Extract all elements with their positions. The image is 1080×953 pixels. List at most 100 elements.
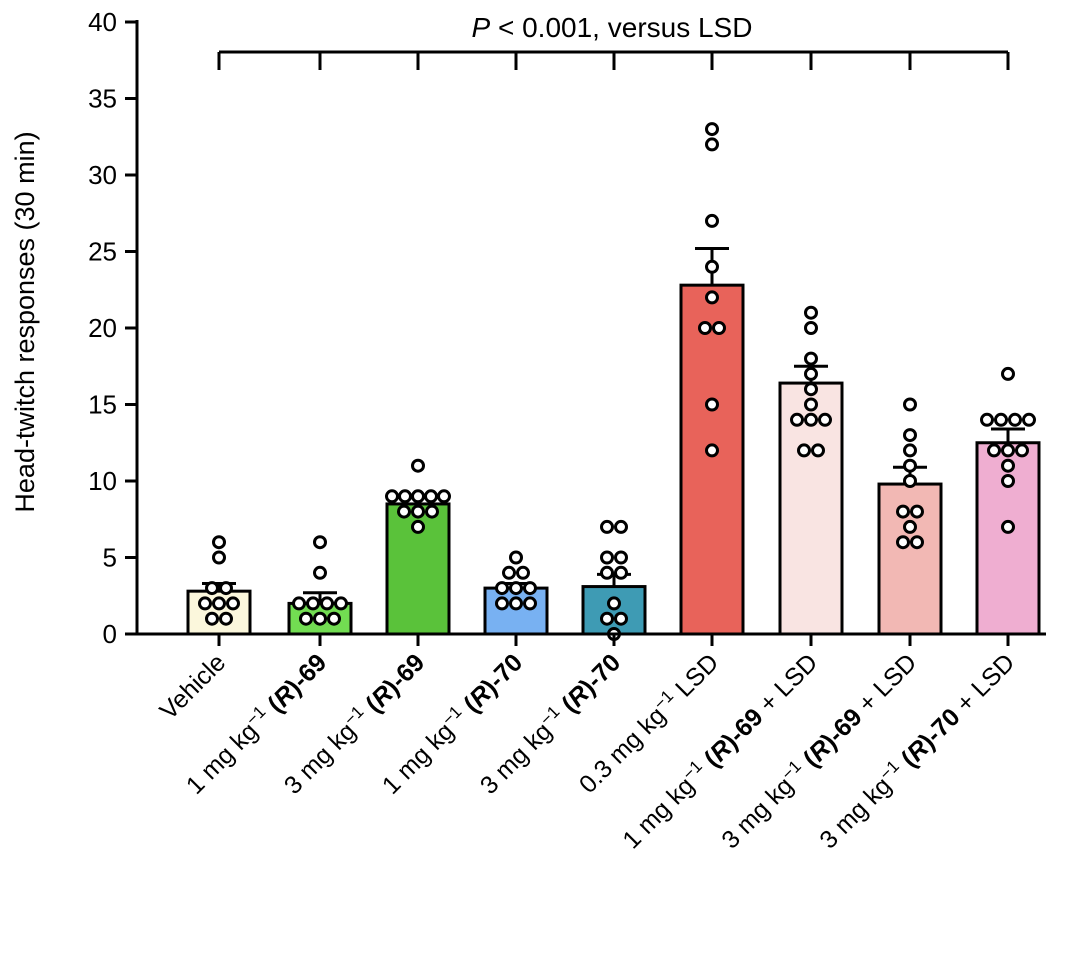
y-axis-title: Head-twitch responses (30 min) xyxy=(10,131,40,512)
data-point-7-4 xyxy=(804,366,818,381)
data-point-2-7 xyxy=(299,611,313,626)
data-point-3-3 xyxy=(398,489,412,504)
data-point-5-1 xyxy=(600,519,614,534)
data-point-4-8 xyxy=(509,596,523,611)
data-point-1-6 xyxy=(212,596,226,611)
data-point-7-8 xyxy=(804,412,818,427)
data-point-7-1 xyxy=(804,305,818,320)
data-point-7-3 xyxy=(804,351,818,366)
data-point-6-3 xyxy=(705,213,719,228)
data-point-9-4 xyxy=(1008,412,1022,427)
data-point-5-9 xyxy=(614,611,628,626)
x-category-label-7: 1 mg kg−1 (R)-69 + LSD xyxy=(616,647,824,855)
data-point-8-2 xyxy=(903,428,917,443)
data-point-5-8 xyxy=(600,611,614,626)
data-point-4-2 xyxy=(502,565,516,580)
data-point-5-6 xyxy=(614,565,628,580)
data-point-1-5 xyxy=(198,596,212,611)
data-point-7-5 xyxy=(804,382,818,397)
bar-8 xyxy=(877,482,943,636)
y-tick-label-15: 15 xyxy=(88,390,117,420)
y-tick-label-5: 5 xyxy=(103,543,117,573)
bar-6 xyxy=(679,283,745,636)
data-point-8-8 xyxy=(903,519,917,534)
data-point-6-7 xyxy=(712,321,726,335)
data-point-3-8 xyxy=(411,504,425,519)
data-point-1-1 xyxy=(212,535,226,550)
data-point-6-1 xyxy=(705,122,719,137)
data-point-2-2 xyxy=(313,565,327,580)
data-point-6-5 xyxy=(705,290,719,305)
data-point-8-3 xyxy=(903,443,917,458)
data-point-3-2 xyxy=(385,489,399,504)
data-point-7-10 xyxy=(797,443,811,458)
data-point-8-10 xyxy=(910,535,924,550)
significance-bracket xyxy=(217,50,1010,70)
data-point-9-5 xyxy=(1022,412,1036,427)
data-point-2-8 xyxy=(313,611,327,626)
data-point-4-5 xyxy=(509,581,523,596)
data-point-6-2 xyxy=(705,137,719,152)
x-category-label-9: 3 mg kg−1 (R)-70 + LSD xyxy=(813,647,1021,855)
data-point-6-4 xyxy=(705,259,719,274)
p-symbol: P xyxy=(472,12,491,43)
data-point-8-5 xyxy=(903,474,917,488)
data-point-9-8 xyxy=(1015,443,1029,458)
data-point-2-1 xyxy=(313,535,327,550)
data-point-8-4 xyxy=(903,458,917,473)
error-bar-2 xyxy=(303,591,337,604)
points-layer xyxy=(198,122,1036,641)
data-point-3-9 xyxy=(425,504,439,519)
y-ticks-layer: 0 5 10 15 20 25 30 35 40 xyxy=(88,7,137,649)
data-point-3-4 xyxy=(411,489,425,504)
data-point-4-3 xyxy=(516,565,530,580)
data-point-3-6 xyxy=(437,489,451,504)
data-point-2-4 xyxy=(306,596,320,611)
data-point-9-6 xyxy=(987,443,1001,458)
data-point-8-1 xyxy=(903,397,917,412)
x-category-label-8: 3 mg kg−1 (R)-69 + LSD xyxy=(715,647,923,855)
data-point-8-6 xyxy=(896,504,910,519)
data-point-1-8 xyxy=(205,611,219,626)
data-point-8-9 xyxy=(896,535,910,550)
data-point-7-6 xyxy=(804,397,818,412)
data-point-2-3 xyxy=(292,596,306,611)
data-point-1-9 xyxy=(219,611,233,626)
data-point-4-7 xyxy=(495,596,509,611)
data-point-5-3 xyxy=(600,550,614,565)
data-point-2-5 xyxy=(320,596,334,611)
data-point-2-6 xyxy=(334,596,348,611)
data-point-1-2 xyxy=(212,550,226,565)
data-point-5-7 xyxy=(607,596,621,611)
data-point-2-9 xyxy=(327,611,341,626)
data-point-3-7 xyxy=(397,504,411,519)
data-point-3-10 xyxy=(411,519,425,534)
y-tick-label-30: 30 xyxy=(88,160,117,190)
y-tick-label-40: 40 xyxy=(88,7,117,37)
data-point-1-7 xyxy=(226,596,240,611)
data-point-4-9 xyxy=(523,596,537,611)
data-point-5-4 xyxy=(614,550,628,565)
data-point-9-11 xyxy=(1001,519,1015,534)
data-point-3-1 xyxy=(411,458,425,473)
y-tick-label-10: 10 xyxy=(88,466,117,496)
data-point-6-6 xyxy=(698,321,712,335)
data-point-9-1 xyxy=(1001,366,1015,381)
data-point-9-9 xyxy=(1001,458,1015,473)
data-point-4-1 xyxy=(509,550,523,565)
y-tick-label-0: 0 xyxy=(103,619,117,649)
data-point-7-11 xyxy=(811,443,825,458)
data-point-8-7 xyxy=(910,504,924,519)
error-bar-9 xyxy=(991,427,1025,443)
y-tick-label-20: 20 xyxy=(88,313,117,343)
data-point-9-2 xyxy=(980,412,994,427)
data-point-1-3 xyxy=(205,581,219,596)
data-point-3-5 xyxy=(424,489,438,504)
data-point-7-9 xyxy=(818,412,832,427)
significance-annotation: P < 0.001, versus LSD xyxy=(472,12,753,43)
p-value-text: < 0.001, versus LSD xyxy=(490,12,752,43)
y-tick-label-25: 25 xyxy=(88,237,117,267)
data-point-1-4 xyxy=(219,581,233,596)
